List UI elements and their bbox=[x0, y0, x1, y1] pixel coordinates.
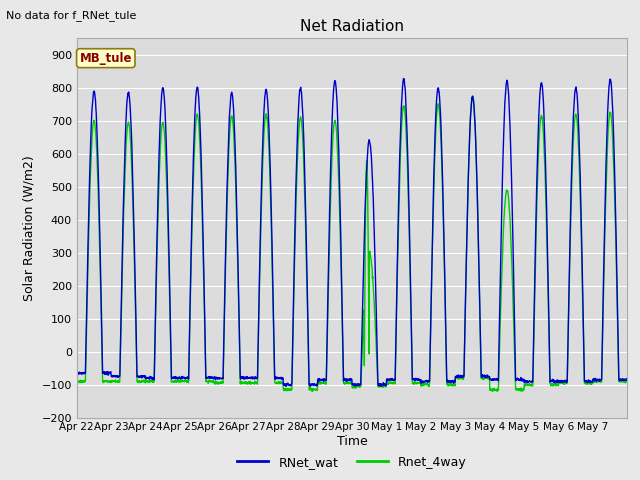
RNet_wat bbox=[73, 370, 81, 376]
Rnet_4way bbox=[616, 378, 623, 384]
Rnet_4way bbox=[549, 382, 557, 388]
RNet_wat bbox=[128, 140, 136, 145]
Rnet_4way bbox=[308, 389, 316, 395]
RNet_wat bbox=[549, 378, 557, 384]
RNet_wat bbox=[616, 376, 623, 382]
Rnet_4way bbox=[246, 381, 254, 387]
Text: MB_tule: MB_tule bbox=[79, 52, 132, 65]
Line: Rnet_4way: Rnet_4way bbox=[77, 96, 627, 392]
Rnet_4way bbox=[623, 378, 631, 384]
Y-axis label: Solar Radiation (W/m2): Solar Radiation (W/m2) bbox=[23, 155, 36, 301]
RNet_wat bbox=[246, 375, 254, 381]
Rnet_4way bbox=[128, 167, 136, 172]
RNet_wat bbox=[518, 376, 526, 382]
Text: No data for f_RNet_tule: No data for f_RNet_tule bbox=[6, 10, 137, 21]
Rnet_4way bbox=[73, 379, 81, 384]
Line: RNet_wat: RNet_wat bbox=[77, 79, 627, 386]
Rnet_4way bbox=[385, 380, 393, 385]
RNet_wat bbox=[623, 377, 631, 383]
RNet_wat bbox=[282, 384, 290, 389]
X-axis label: Time: Time bbox=[337, 435, 367, 448]
RNet_wat bbox=[385, 376, 393, 382]
Rnet_4way bbox=[518, 386, 526, 392]
RNet_wat bbox=[399, 76, 407, 82]
Title: Net Radiation: Net Radiation bbox=[300, 20, 404, 35]
Rnet_4way bbox=[468, 93, 476, 99]
Legend: RNet_wat, Rnet_4way: RNet_wat, Rnet_4way bbox=[232, 451, 472, 474]
